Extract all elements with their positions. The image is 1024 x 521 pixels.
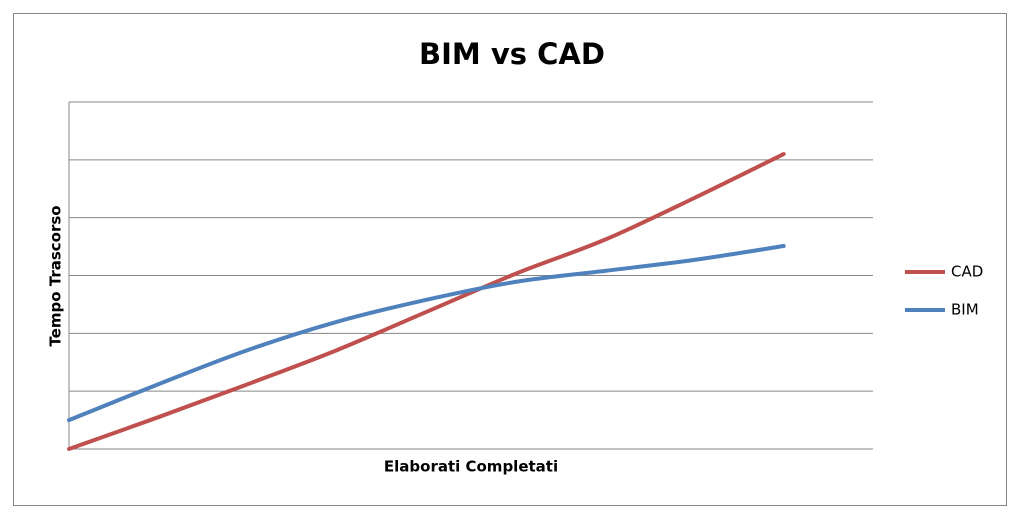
line-series [67,152,786,451]
legend-label: BIM [951,301,979,319]
chart-title: BIM vs CAD [419,37,605,71]
y-axis-label: Tempo Trascorso [47,205,65,346]
line-series [67,244,786,423]
chart-frame [13,13,1007,506]
legend-label: CAD [951,263,983,281]
x-axis-label: Elaborati Completati [384,458,558,476]
